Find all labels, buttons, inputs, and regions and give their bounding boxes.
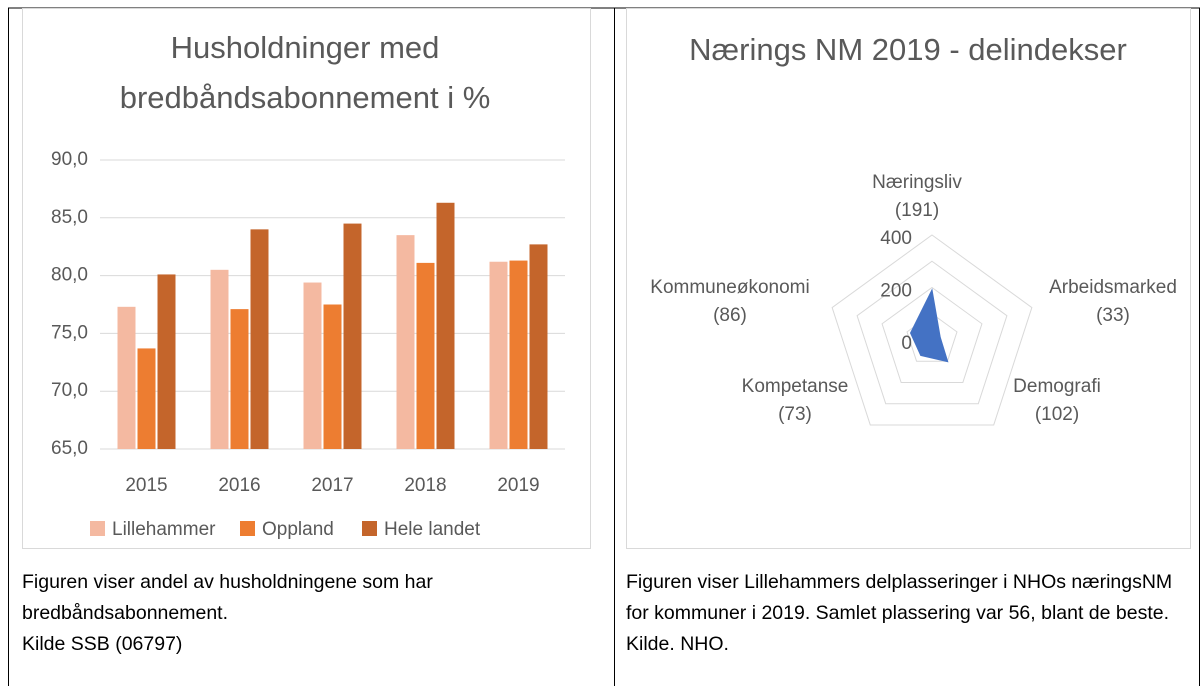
caption-text: Figuren viser andel av husholdningene so…	[22, 571, 433, 624]
radar-area	[909, 288, 949, 363]
r-tick-label: 0	[901, 333, 912, 354]
legend-swatch	[240, 521, 255, 536]
legend-label: Oppland	[262, 519, 334, 540]
bar	[323, 304, 342, 449]
value-label: (191)	[895, 200, 939, 221]
grid-ring	[856, 260, 1008, 405]
chart-frame	[626, 8, 1191, 549]
grid-ring	[906, 313, 958, 362]
y-tick-label: 80,0	[51, 265, 88, 286]
r-tick-label: 400	[880, 228, 912, 249]
legend-label: Lillehammer	[112, 519, 216, 540]
caption-source: Kilde SSB (06797)	[22, 633, 183, 655]
x-tick-label: 2018	[404, 475, 446, 496]
axis-label: Arbeidsmarked	[1049, 277, 1177, 298]
r-tick-label: 200	[880, 281, 912, 302]
axis-label: Næringsliv	[872, 172, 962, 193]
value-label: (86)	[713, 305, 747, 326]
caption-text: Figuren viser Lillehammers delplassering…	[626, 571, 1173, 624]
bar	[343, 223, 362, 449]
value-label: (102)	[1035, 404, 1079, 425]
y-tick-label: 90,0	[51, 149, 88, 170]
y-tick-label: 75,0	[51, 322, 88, 343]
bar	[117, 306, 136, 449]
bar	[396, 235, 415, 449]
legend-swatch	[90, 521, 105, 536]
bar	[416, 262, 435, 449]
axis-label: Kommuneøkonomi	[650, 277, 809, 298]
x-tick-label: 2016	[218, 475, 260, 496]
axis-label: Demografi	[1013, 376, 1101, 397]
chart-title: Nærings NM 2019 - delindekser	[689, 32, 1127, 67]
bar	[303, 282, 322, 449]
grid-ring	[831, 234, 1033, 426]
grid-ring	[881, 286, 983, 383]
legend-swatch	[362, 521, 377, 536]
bar	[509, 260, 528, 449]
bar	[137, 348, 156, 449]
axis-label: Kompetanse	[742, 376, 849, 397]
caption: Figuren viser Lillehammers delplassering…	[626, 567, 1196, 660]
bar	[250, 229, 269, 449]
caption-source: Kilde. NHO.	[626, 633, 729, 655]
bar	[489, 261, 508, 449]
x-tick-label: 2015	[125, 475, 167, 496]
x-tick-label: 2017	[311, 475, 353, 496]
caption: Figuren viser andel av husholdningene so…	[22, 567, 582, 660]
legend-label: Hele landet	[384, 519, 481, 540]
value-label: (73)	[778, 404, 812, 425]
x-tick-label: 2019	[497, 475, 539, 496]
chart-title: Husholdninger med bredbåndsabonnement i …	[119, 30, 491, 115]
bar	[529, 244, 548, 449]
y-tick-label: 85,0	[51, 207, 88, 228]
y-tick-label: 70,0	[51, 380, 88, 401]
bar	[230, 309, 249, 449]
value-label: (33)	[1096, 305, 1130, 326]
y-tick-label: 65,0	[51, 438, 88, 459]
bar	[436, 202, 455, 449]
bar	[210, 269, 229, 449]
bar	[157, 274, 176, 449]
chart-frame	[22, 8, 591, 549]
